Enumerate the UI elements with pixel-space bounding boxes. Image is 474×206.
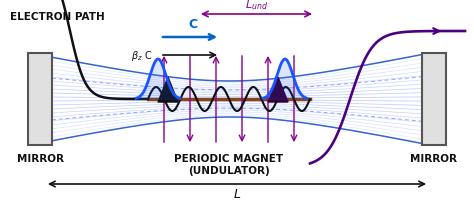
Text: $\beta_z$ C: $\beta_z$ C bbox=[130, 49, 152, 63]
Bar bbox=[422, 54, 446, 145]
Text: C: C bbox=[189, 18, 198, 31]
Text: MIRROR: MIRROR bbox=[17, 153, 64, 163]
Text: (UNDULATOR): (UNDULATOR) bbox=[188, 165, 270, 175]
Polygon shape bbox=[158, 78, 178, 103]
Text: MIRROR: MIRROR bbox=[410, 153, 457, 163]
Bar bbox=[28, 54, 52, 145]
Text: PERIODIC MAGNET: PERIODIC MAGNET bbox=[174, 153, 283, 163]
Text: ELECTRON PATH: ELECTRON PATH bbox=[10, 12, 105, 22]
Polygon shape bbox=[268, 78, 288, 103]
Text: $L_{und}$: $L_{und}$ bbox=[245, 0, 268, 12]
Text: $L$: $L$ bbox=[233, 187, 241, 200]
